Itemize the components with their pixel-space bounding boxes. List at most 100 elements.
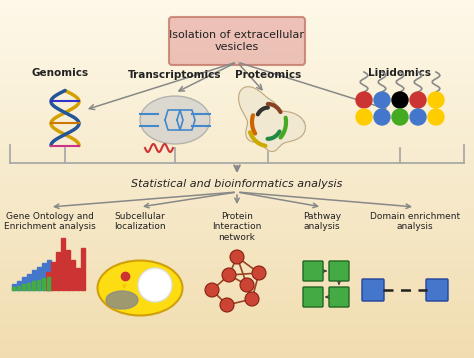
Bar	[0, 82, 474, 86]
Text: Protein
Interaction
network: Protein Interaction network	[212, 212, 262, 242]
FancyBboxPatch shape	[329, 287, 349, 307]
Bar	[0, 290, 474, 294]
Bar	[0, 243, 474, 247]
Text: Lipidomics: Lipidomics	[368, 68, 431, 78]
Bar	[0, 43, 474, 47]
Bar	[0, 111, 474, 115]
Bar	[0, 301, 474, 304]
Bar	[81, 248, 85, 290]
Bar	[0, 329, 474, 333]
Bar	[0, 136, 474, 140]
Bar	[0, 344, 474, 347]
Circle shape	[356, 109, 372, 125]
Bar	[0, 90, 474, 93]
Bar	[0, 0, 474, 4]
Bar	[66, 250, 70, 290]
Bar	[0, 104, 474, 107]
FancyBboxPatch shape	[303, 261, 323, 281]
Bar	[0, 240, 474, 243]
Bar	[0, 179, 474, 183]
Bar	[0, 93, 474, 97]
Bar	[0, 132, 474, 136]
Bar	[0, 304, 474, 308]
Bar	[0, 183, 474, 186]
Bar	[0, 247, 474, 251]
Bar	[0, 286, 474, 290]
Bar	[0, 340, 474, 344]
Bar	[47, 260, 51, 290]
Text: Gene Ontology and
Enrichment analysis: Gene Ontology and Enrichment analysis	[4, 212, 96, 231]
Bar	[0, 54, 474, 57]
Bar	[0, 208, 474, 211]
Bar	[0, 279, 474, 283]
Bar	[0, 215, 474, 218]
Circle shape	[205, 283, 219, 297]
Circle shape	[374, 109, 390, 125]
Bar	[0, 107, 474, 111]
Bar	[0, 161, 474, 165]
Bar	[0, 258, 474, 261]
Bar	[0, 154, 474, 158]
Bar	[0, 158, 474, 161]
Circle shape	[240, 278, 254, 292]
FancyBboxPatch shape	[362, 279, 384, 301]
Bar	[0, 268, 474, 272]
Bar	[37, 266, 41, 290]
Bar	[27, 282, 30, 290]
Bar	[0, 354, 474, 358]
Bar	[0, 140, 474, 143]
Bar	[12, 287, 15, 290]
Ellipse shape	[98, 261, 182, 315]
Bar	[0, 50, 474, 54]
Bar	[0, 315, 474, 319]
Circle shape	[410, 92, 426, 108]
FancyBboxPatch shape	[303, 287, 323, 307]
Ellipse shape	[140, 96, 210, 144]
Bar	[71, 260, 75, 290]
Circle shape	[410, 109, 426, 125]
Bar	[0, 333, 474, 337]
Circle shape	[374, 92, 390, 108]
Circle shape	[222, 268, 236, 282]
Bar	[0, 79, 474, 82]
Bar	[0, 311, 474, 315]
Bar	[22, 277, 26, 290]
Bar	[0, 193, 474, 197]
Bar	[0, 64, 474, 68]
Bar	[0, 7, 474, 11]
Circle shape	[356, 92, 372, 108]
Bar	[0, 172, 474, 175]
Bar	[0, 122, 474, 125]
Bar	[0, 168, 474, 172]
Bar	[0, 218, 474, 222]
Text: Subcellular
localization: Subcellular localization	[114, 212, 166, 231]
Bar	[0, 25, 474, 29]
Circle shape	[230, 250, 244, 264]
Bar	[0, 276, 474, 279]
Bar	[42, 263, 46, 290]
Bar	[0, 308, 474, 311]
Bar	[0, 347, 474, 351]
Circle shape	[252, 266, 266, 280]
Text: Genomics: Genomics	[31, 68, 89, 78]
Bar	[0, 115, 474, 118]
FancyBboxPatch shape	[426, 279, 448, 301]
Bar	[17, 281, 21, 290]
Circle shape	[392, 92, 408, 108]
Bar	[0, 236, 474, 240]
Bar	[0, 222, 474, 226]
Text: Isolation of extracellular
vesicles: Isolation of extracellular vesicles	[170, 30, 304, 52]
Bar	[0, 165, 474, 168]
Bar	[0, 21, 474, 25]
Bar	[76, 268, 80, 290]
Bar	[56, 252, 60, 290]
Bar	[27, 274, 31, 290]
Bar	[0, 72, 474, 75]
Bar	[0, 39, 474, 43]
Bar	[0, 143, 474, 147]
Bar	[0, 319, 474, 322]
Text: Domain enrichment
analysis: Domain enrichment analysis	[370, 212, 460, 231]
Bar	[0, 294, 474, 297]
Bar	[0, 29, 474, 32]
Bar	[0, 233, 474, 236]
